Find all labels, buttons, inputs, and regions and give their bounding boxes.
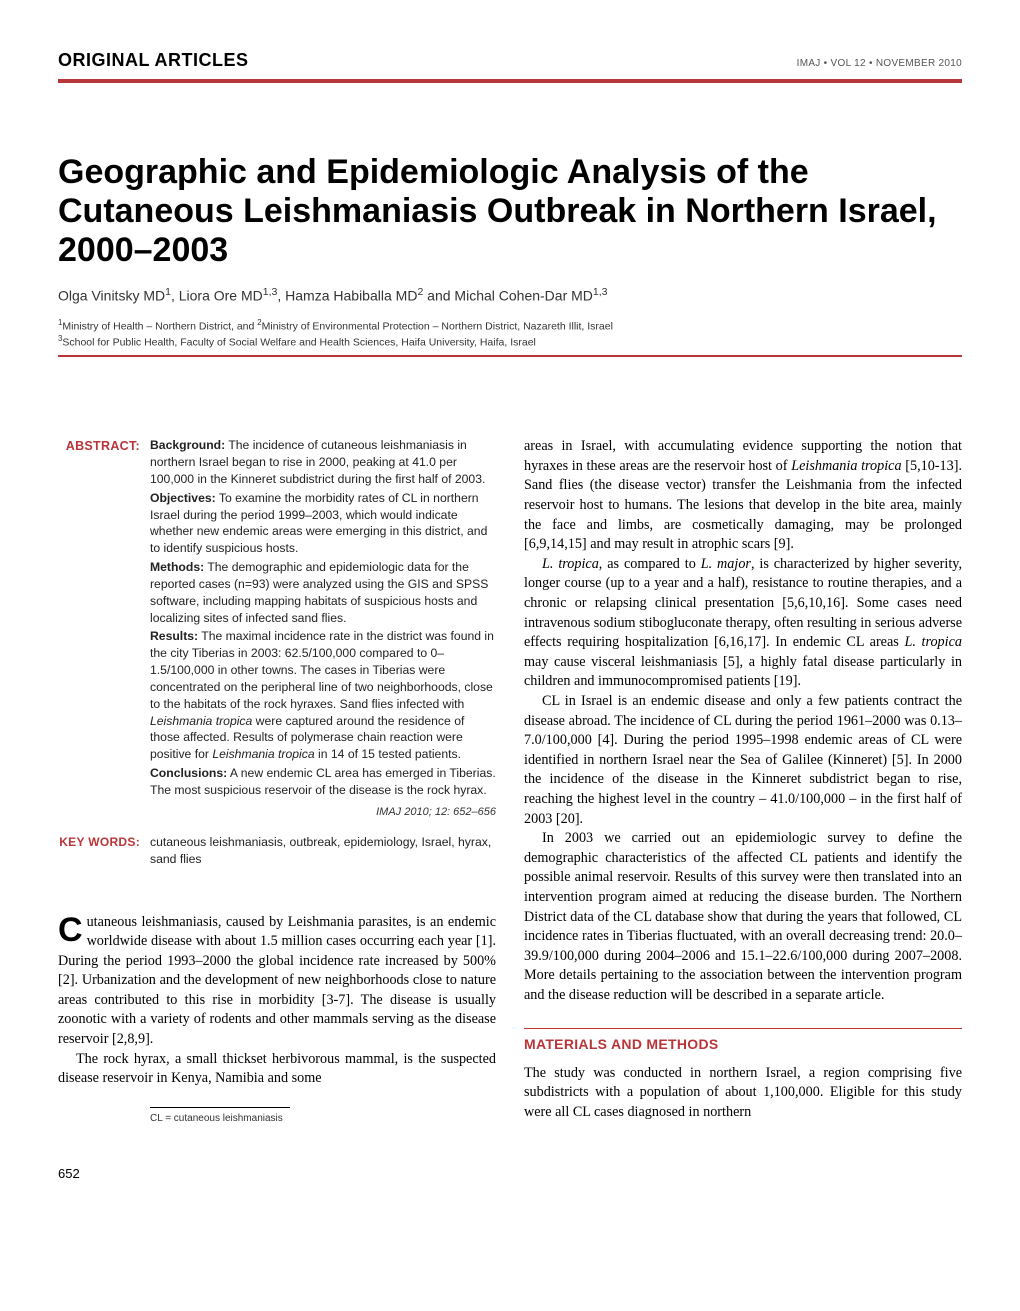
author-rule [58,355,962,357]
right-paragraph-1: areas in Israel, with accumulating evide… [524,437,962,555]
affiliations: 1Ministry of Health – Northern District,… [58,318,962,349]
methods-paragraph-1: The study was conducted in northern Isra… [524,1064,962,1123]
keywords-label: KEY WORDS: [58,834,140,868]
left-column: ABSTRACT: Background: The incidence of c… [58,437,496,1125]
abstract-text: Background: The incidence of cutaneous l… [150,437,496,798]
page-number: 652 [58,1166,962,1181]
right-paragraph-3: CL in Israel is an endemic disease and o… [524,692,962,829]
two-column-layout: ABSTRACT: Background: The incidence of c… [58,437,962,1125]
journal-reference: IMAJ • VOL 12 • NOVEMBER 2010 [797,58,962,69]
abstract-body: Background: The incidence of cutaneous l… [150,437,496,820]
intro-p1-text: utaneous leishmaniasis, caused by Leishm… [58,914,496,1048]
abstract-block: ABSTRACT: Background: The incidence of c… [58,437,496,820]
author-list: Olga Vinitsky MD1, Liora Ore MD1,3, Hamz… [58,286,962,304]
methods-heading: MATERIALS AND METHODS [524,1028,962,1054]
keywords-block: KEY WORDS: cutaneous leishmaniasis, outb… [58,834,496,868]
section-label: ORIGINAL ARTICLES [58,50,249,71]
right-column: areas in Israel, with accumulating evide… [524,437,962,1125]
abstract-label: ABSTRACT: [66,439,140,453]
footnote-rule [150,1107,290,1108]
running-header: ORIGINAL ARTICLES IMAJ • VOL 12 • NOVEMB… [58,50,962,71]
intro-paragraph-1: C utaneous leishmaniasis, caused by Leis… [58,913,496,1050]
article-title: Geographic and Epidemiologic Analysis of… [58,153,962,270]
dropcap: C [58,913,87,945]
right-paragraph-4: In 2003 we carried out an epidemiologic … [524,829,962,1005]
header-rule [58,79,962,83]
footnote: CL = cutaneous leishmaniasis [150,1112,496,1126]
keywords-text: cutaneous leishmaniasis, outbreak, epide… [150,834,496,868]
page: ORIGINAL ARTICLES IMAJ • VOL 12 • NOVEMB… [0,0,1020,1221]
intro-paragraph-2: The rock hyrax, a small thickset herbivo… [58,1050,496,1089]
right-paragraph-2: L. tropica, as compared to L. major, is … [524,555,962,692]
abstract-citation: IMAJ 2010; 12: 652–656 [150,805,496,820]
